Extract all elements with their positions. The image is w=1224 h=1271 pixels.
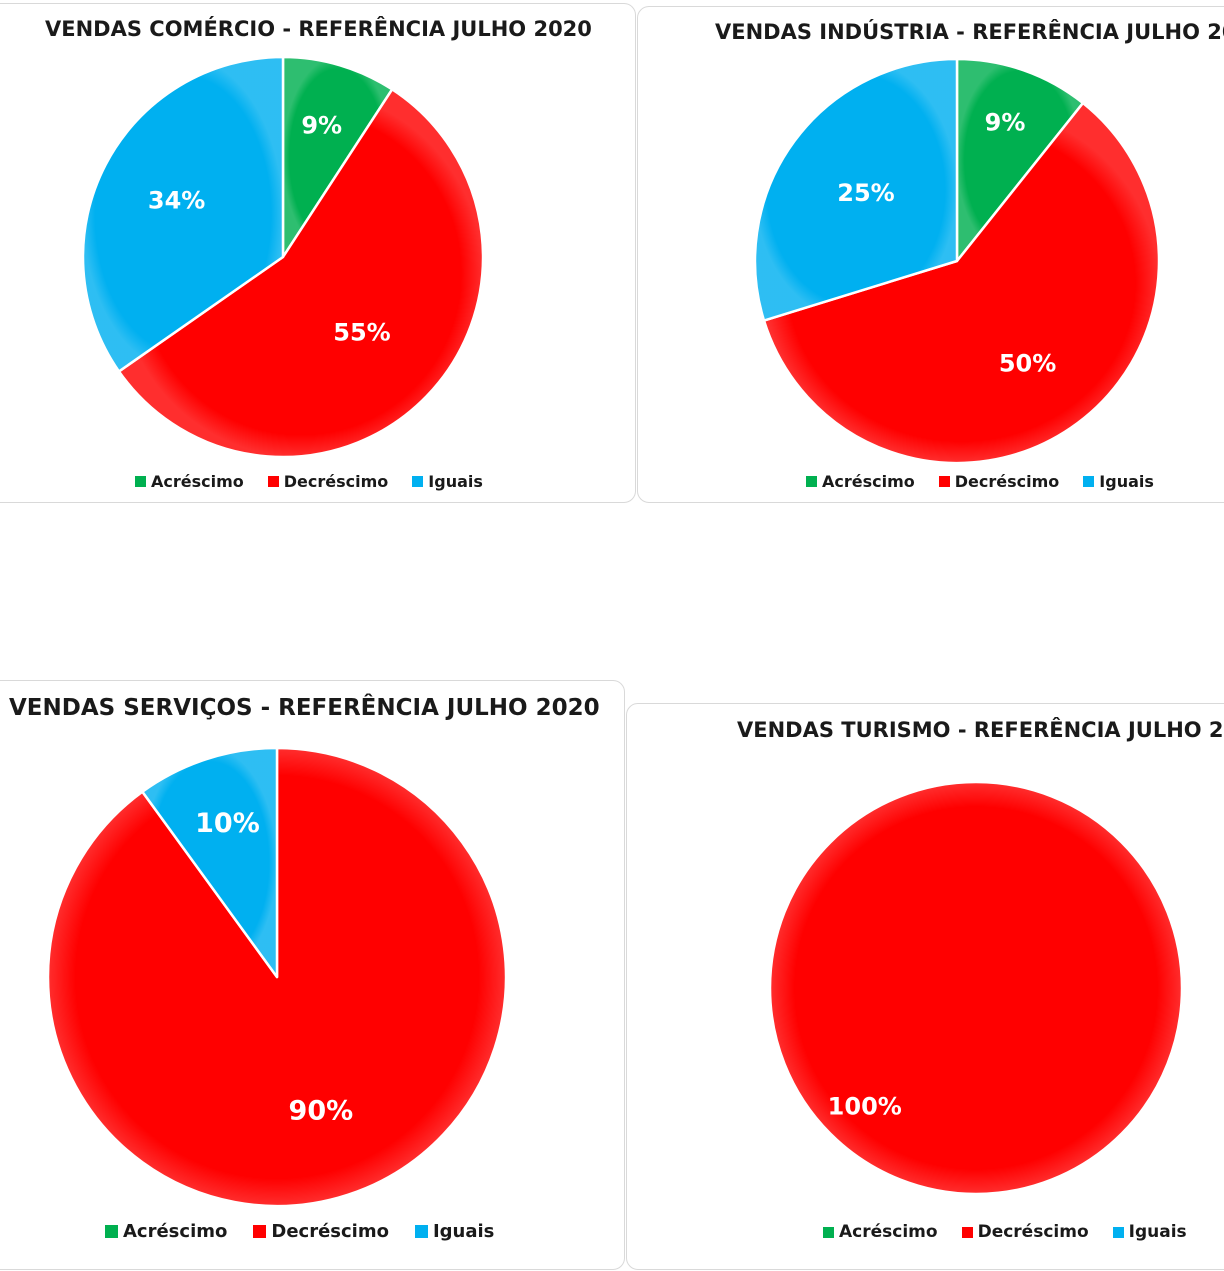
pie-slice-iguais <box>141 746 279 979</box>
pie-chart-comercio: 9% 55% 34% <box>81 55 485 459</box>
legend-item-acrescimo: Acréscimo <box>105 1221 227 1242</box>
chart-panel-industria: VENDAS INDÚSTRIA - REFERÊNCIA JULHO 2020… <box>637 6 1224 503</box>
legend-label: Decréscimo <box>271 1221 389 1242</box>
pie-chart-industria: 9% 50% 25% <box>753 57 1161 465</box>
legend-item-decrescimo: Decréscimo <box>938 472 1060 491</box>
legend-label: Iguais <box>432 1221 495 1242</box>
legend-label: Acréscimo <box>839 1222 938 1242</box>
data-label-acrescimo: 9% <box>985 109 1026 137</box>
legend-swatch-acrescimo <box>806 476 817 487</box>
chart-panel-turismo: VENDAS TURISMO - REFERÊNCIA JULHO 2020 1… <box>626 703 1224 1270</box>
data-label-iguais: 10% <box>195 808 260 839</box>
legend-label: Acréscimo <box>822 472 915 491</box>
chart-panel-comercio: VENDAS COMÉRCIO - REFERÊNCIA JULHO 2020 … <box>0 3 636 503</box>
legend-item-iguais: Iguais <box>1112 1222 1187 1242</box>
pie-slice-iguais <box>81 55 285 373</box>
legend-swatch-decrescimo <box>267 476 279 487</box>
pie-slice-decrescimo <box>117 88 485 459</box>
legend-label: Decréscimo <box>283 472 389 491</box>
data-label-iguais: 34% <box>148 186 205 214</box>
pie-slice-acrescimo <box>281 55 394 259</box>
legend-label: Decréscimo <box>954 472 1060 491</box>
legend-swatch-iguais <box>412 476 424 487</box>
chart-legend: Acréscimo Decréscimo Iguais <box>823 1222 1187 1242</box>
pie-chart-servicos: 90% 10% <box>46 746 508 1208</box>
legend-item-acrescimo: Acréscimo <box>806 472 915 491</box>
legend-swatch-acrescimo <box>105 1225 118 1238</box>
legend-label: Iguais <box>1128 1222 1187 1242</box>
legend-swatch-decrescimo <box>961 1226 973 1238</box>
chart-title: VENDAS INDÚSTRIA - REFERÊNCIA JULHO 2020 <box>715 20 1224 44</box>
chart-legend: Acréscimo Decréscimo Iguais <box>135 472 483 491</box>
legend-label: Decréscimo <box>977 1222 1089 1242</box>
data-label-decrescimo: 100% <box>828 1092 902 1120</box>
legend-label: Acréscimo <box>123 1221 228 1242</box>
legend-swatch-iguais <box>1112 1226 1124 1238</box>
legend-item-iguais: Iguais <box>1083 472 1154 491</box>
legend-swatch-decrescimo <box>938 476 950 487</box>
legend-item-acrescimo: Acréscimo <box>135 472 244 491</box>
legend-item-decrescimo: Decréscimo <box>961 1222 1089 1242</box>
data-label-decrescimo: 50% <box>999 349 1056 377</box>
legend-item-iguais: Iguais <box>412 472 483 491</box>
legend-item-acrescimo: Acréscimo <box>823 1222 938 1242</box>
chart-title: VENDAS COMÉRCIO - REFERÊNCIA JULHO 2020 <box>45 17 592 41</box>
legend-swatch-iguais <box>414 1225 428 1238</box>
pie-slice-acrescimo <box>955 57 1085 263</box>
chart-title: VENDAS TURISMO - REFERÊNCIA JULHO 2020 <box>737 718 1224 742</box>
legend-item-decrescimo: Decréscimo <box>253 1221 389 1242</box>
chart-panel-servicos: VENDAS SERVIÇOS - REFERÊNCIA JULHO 2020 … <box>0 680 625 1270</box>
legend-item-decrescimo: Decréscimo <box>267 472 389 491</box>
data-label-iguais: 25% <box>837 179 894 207</box>
pie-chart-turismo: 100% <box>768 780 1184 1196</box>
data-label-decrescimo: 55% <box>333 319 390 347</box>
legend-label: Acréscimo <box>151 472 244 491</box>
legend-swatch-acrescimo <box>135 476 146 487</box>
data-label-decrescimo: 90% <box>289 1096 354 1127</box>
legend-swatch-decrescimo <box>253 1225 267 1238</box>
chart-legend: Acréscimo Decréscimo Iguais <box>105 1221 494 1242</box>
data-label-acrescimo: 9% <box>301 112 342 140</box>
legend-swatch-iguais <box>1083 476 1095 487</box>
chart-title: VENDAS SERVIÇOS - REFERÊNCIA JULHO 2020 <box>9 695 600 721</box>
legend-item-iguais: Iguais <box>414 1221 495 1242</box>
legend-label: Iguais <box>1099 472 1154 491</box>
legend-label: Iguais <box>428 472 483 491</box>
pie-slice-iguais <box>753 57 959 322</box>
pie-slice-decrescimo <box>762 101 1161 465</box>
legend-swatch-acrescimo <box>823 1226 834 1238</box>
pie-slice-decrescimo <box>768 780 1184 1196</box>
chart-legend: Acréscimo Decréscimo Iguais <box>806 472 1154 491</box>
